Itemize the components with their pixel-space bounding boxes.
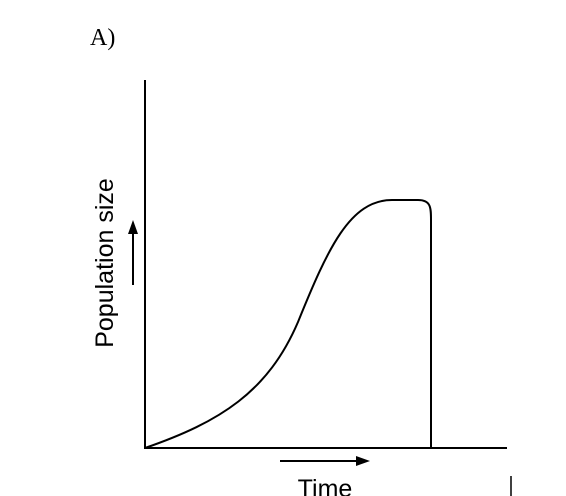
panel-label: A) <box>90 25 115 51</box>
x-axis-label: Time <box>298 475 353 496</box>
population-curve <box>144 199 432 449</box>
x-arrow-head <box>356 456 370 466</box>
y-arrow-head <box>128 220 138 234</box>
y-axis-label: Population size <box>91 178 119 348</box>
